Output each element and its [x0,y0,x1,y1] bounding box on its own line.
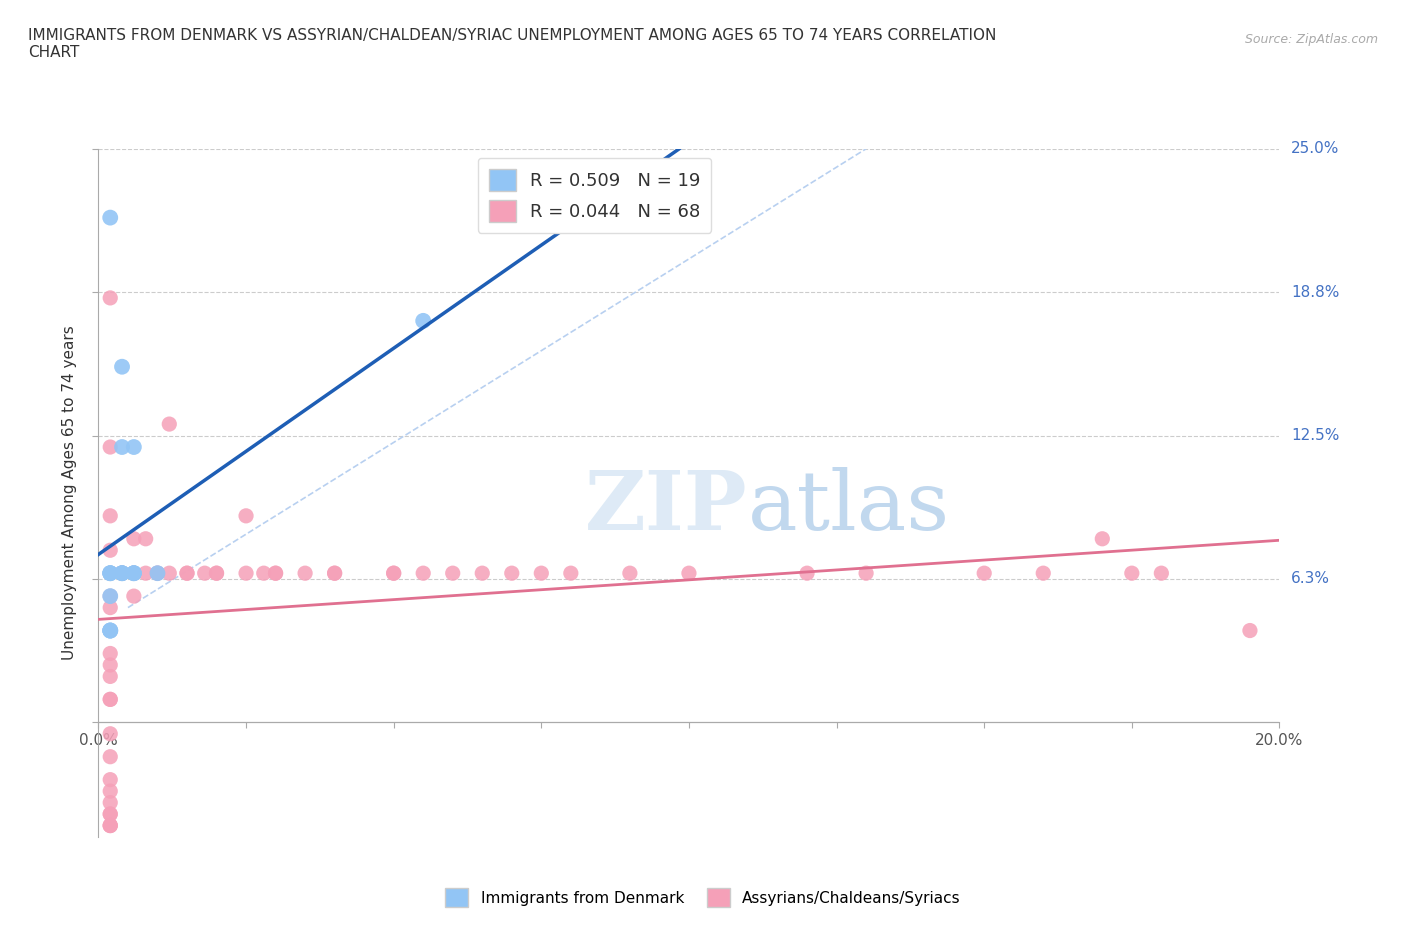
Point [98,440,121,455]
Point [1239,623,1261,638]
Point [264,565,287,580]
Text: Source: ZipAtlas.com: Source: ZipAtlas.com [1244,33,1378,46]
Point [412,565,434,580]
Point [98,692,121,707]
Point [135,531,157,546]
Point [111,565,134,580]
Point [98,623,121,638]
Point [194,565,217,580]
Point [382,565,405,580]
Point [796,565,818,580]
Point [98,589,121,604]
Point [98,565,121,580]
Point [98,543,121,558]
Point [122,565,145,580]
Text: atlas: atlas [748,467,950,547]
Point [111,565,134,580]
Point [264,565,287,580]
Point [98,772,121,787]
Point [157,417,180,432]
Point [98,290,121,305]
Point [98,600,121,615]
Point [560,565,582,580]
Point [146,565,169,580]
Text: 18.8%: 18.8% [1291,285,1340,299]
Legend: R = 0.509   N = 19, R = 0.044   N = 68: R = 0.509 N = 19, R = 0.044 N = 68 [478,158,711,232]
Point [98,692,121,707]
Point [146,565,169,580]
Point [98,818,121,833]
Point [98,658,121,672]
Point [122,565,145,580]
Point [98,806,121,821]
Point [501,565,523,580]
Point [98,726,121,741]
Point [111,440,134,455]
Point [122,565,145,580]
Point [98,795,121,810]
Point [111,565,134,580]
Point [157,565,180,580]
Point [1032,565,1054,580]
Point [98,784,121,799]
Point [135,565,157,580]
Point [98,806,121,821]
Point [973,565,995,580]
Point [1121,565,1143,580]
Point [1150,565,1173,580]
Point [1091,531,1114,546]
Point [98,509,121,524]
Point [678,565,700,580]
Point [98,669,121,684]
Legend: Immigrants from Denmark, Assyrians/Chaldeans/Syriacs: Immigrants from Denmark, Assyrians/Chald… [439,883,967,913]
Point [176,565,198,580]
Point [323,565,346,580]
Point [412,313,434,328]
Text: 12.5%: 12.5% [1291,428,1340,443]
Point [98,565,121,580]
Text: 25.0%: 25.0% [1291,141,1340,156]
Point [98,818,121,833]
Point [98,818,121,833]
Point [855,565,877,580]
Point [98,589,121,604]
Point [146,565,169,580]
Point [176,565,198,580]
Point [98,565,121,580]
Point [294,565,316,580]
Point [111,565,134,580]
Point [382,565,405,580]
Point [111,565,134,580]
Point [98,210,121,225]
Y-axis label: Unemployment Among Ages 65 to 74 years: Unemployment Among Ages 65 to 74 years [62,326,77,660]
Point [323,565,346,580]
Point [111,565,134,580]
Point [530,565,553,580]
Point [619,565,641,580]
Point [122,565,145,580]
Text: ZIP: ZIP [585,467,748,547]
Point [471,565,494,580]
Point [122,531,145,546]
Point [98,623,121,638]
Point [98,623,121,638]
Point [111,359,134,374]
Point [205,565,228,580]
Point [111,565,134,580]
Point [441,565,464,580]
Point [235,565,257,580]
Point [122,589,145,604]
Point [122,565,145,580]
Point [122,440,145,455]
Text: 6.3%: 6.3% [1291,571,1330,587]
Point [235,509,257,524]
Point [98,750,121,764]
Point [98,646,121,661]
Point [205,565,228,580]
Text: IMMIGRANTS FROM DENMARK VS ASSYRIAN/CHALDEAN/SYRIAC UNEMPLOYMENT AMONG AGES 65 T: IMMIGRANTS FROM DENMARK VS ASSYRIAN/CHAL… [28,28,997,60]
Point [253,565,276,580]
Point [98,565,121,580]
Point [98,623,121,638]
